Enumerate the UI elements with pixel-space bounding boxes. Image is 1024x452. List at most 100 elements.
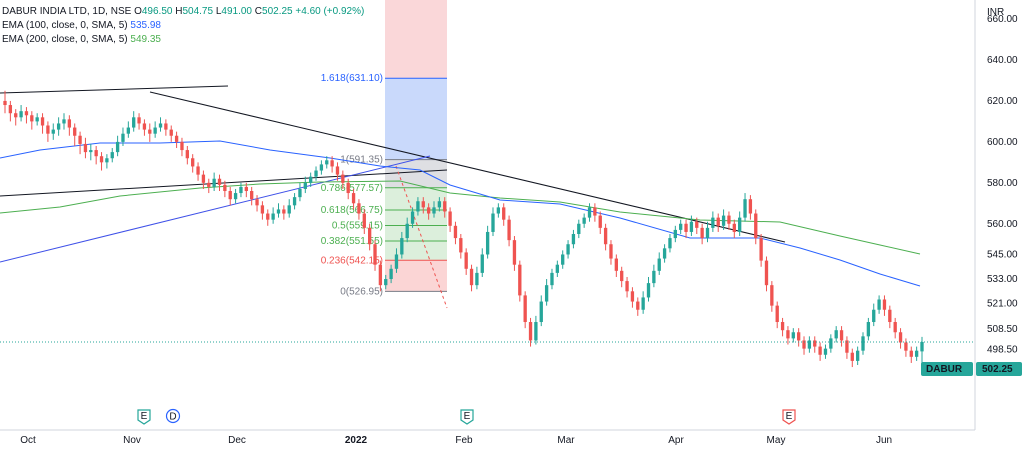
earnings-letter: E (464, 411, 471, 422)
price-tick-label: 545.00 (987, 249, 1018, 260)
candle-body (657, 258, 661, 271)
candle (292, 193, 297, 210)
candle-body (770, 285, 774, 306)
candle-body (298, 188, 302, 198)
candle (121, 127, 125, 146)
candle (582, 213, 586, 228)
candle (464, 248, 468, 275)
earnings-icon (782, 409, 796, 425)
candle (475, 266, 479, 290)
candle (362, 209, 366, 234)
candle-body (796, 332, 801, 341)
candle (620, 266, 624, 288)
time-tick-label: Dec (228, 435, 246, 446)
candle (132, 111, 136, 132)
candle-body (598, 215, 602, 228)
fib-level-label: 0.382(551.55) (321, 236, 383, 247)
candle-body (330, 160, 334, 167)
candle-body (78, 135, 82, 144)
candle (260, 201, 265, 220)
ema100-legend[interactable]: EMA (100, close, 0, SMA, 5) 535.98 (2, 20, 161, 31)
high-label: H (175, 6, 183, 17)
candle (148, 123, 152, 142)
candle-body (8, 105, 13, 114)
candle-body (689, 221, 694, 232)
candle (357, 199, 361, 220)
candle (893, 317, 897, 339)
candle-body (485, 231, 490, 255)
candle-body (491, 213, 495, 232)
candle-body (855, 350, 860, 361)
candle-body (201, 174, 206, 183)
candle-body (721, 215, 726, 226)
candle-body (748, 199, 753, 214)
ema200-legend[interactable]: EMA (200, close, 0, SMA, 5) 549.35 (2, 34, 161, 45)
candle (3, 90, 7, 114)
candle-body (94, 150, 98, 157)
candle-body (62, 119, 66, 124)
time-tick-label: Apr (668, 435, 684, 446)
candle-body (35, 117, 39, 122)
candle (110, 148, 114, 163)
candle (217, 174, 222, 192)
candle (30, 111, 34, 130)
fib-trend-dashed (395, 165, 448, 309)
candle-body (223, 184, 227, 192)
fib-level-label: 0.618(566.75) (321, 205, 383, 216)
candle (882, 295, 887, 316)
candle (791, 328, 795, 343)
candle-body (700, 227, 704, 239)
candle (759, 233, 763, 267)
change-value: +4.60 (+0.92%) (295, 6, 365, 17)
candle (437, 197, 442, 212)
candle-body (534, 322, 538, 341)
candle-body (373, 244, 377, 265)
candle-body (630, 291, 635, 302)
candle-body (196, 166, 200, 175)
candle-body (593, 207, 597, 216)
candle (732, 219, 736, 239)
price-tick-label: 508.50 (987, 324, 1018, 335)
candle (721, 209, 726, 230)
candle-body (475, 272, 479, 286)
candle-body (668, 238, 672, 249)
candle (587, 203, 592, 222)
candle-body (684, 223, 688, 232)
candle (416, 197, 420, 216)
candle (174, 131, 179, 149)
candle-body (185, 150, 189, 159)
candle-body (523, 295, 527, 323)
candle-body (24, 111, 29, 116)
candle (421, 197, 425, 214)
candle-body (614, 258, 618, 271)
candle (839, 326, 844, 347)
candle (625, 276, 629, 298)
candle (266, 209, 270, 226)
candle (754, 209, 758, 245)
candle (287, 199, 291, 218)
candle-body (679, 223, 683, 230)
candle (142, 119, 147, 136)
candle (212, 172, 216, 192)
candle-body (920, 341, 924, 352)
price-tick-label: 560.00 (987, 219, 1018, 230)
candle-body (351, 193, 356, 204)
time-tick-label: 2022 (345, 435, 368, 446)
candle-body (861, 336, 865, 351)
candle (378, 260, 383, 292)
ema200-value: 549.35 (130, 34, 161, 45)
candle-body (780, 322, 785, 331)
candle-body (555, 264, 560, 273)
candle-body (620, 270, 624, 282)
candle-body (30, 115, 34, 122)
candle-body (839, 330, 844, 341)
candle-body (582, 217, 586, 224)
fib-level-label: 0.786(577.57) (321, 183, 383, 194)
candle-body (866, 322, 871, 337)
trendline-down (149, 91, 786, 243)
candle-body (233, 193, 238, 200)
candle (448, 207, 452, 232)
candle-body (126, 127, 131, 134)
candle (196, 162, 200, 181)
